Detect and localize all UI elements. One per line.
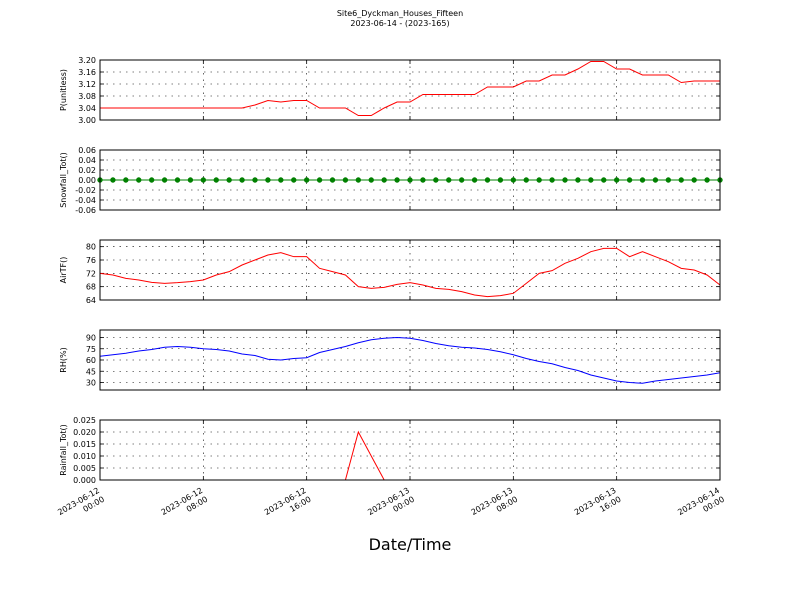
data-point [510,177,517,183]
data-point [433,177,439,183]
data-point [394,177,400,183]
data-point [549,177,555,183]
y-tick-label: 0.015 [73,440,96,449]
data-point [613,177,620,183]
x-axis-label: Date/Time [369,535,452,554]
y-axis-label: P(unitless) [59,69,68,111]
data-point [523,177,529,183]
y-tick-label: 3.12 [78,80,96,89]
y-axis-label: RH(%) [59,347,68,372]
plot-frame [99,59,721,121]
data-point [123,177,129,183]
y-tick-label: 0.000 [73,476,96,485]
data-point [458,177,465,183]
data-point [639,177,646,183]
data-point [691,177,697,183]
plot-frame [99,239,721,301]
data-point [239,177,245,183]
data-line [99,336,721,384]
data-point [136,177,142,183]
y-tick-label: 76 [86,256,96,265]
data-point [265,177,271,183]
plot-frame [99,419,721,481]
data-point [471,177,478,183]
y-tick-label: 75 [86,345,96,354]
data-point [187,177,194,183]
y-tick-label: 0.010 [73,452,96,461]
y-tick-label: 3.20 [78,56,96,65]
data-point [252,177,258,183]
data-point [407,177,413,183]
data-point [381,177,387,183]
data-point [200,177,207,183]
data-point [601,177,607,183]
data-point [420,177,426,183]
y-tick-label: 3.04 [78,104,96,113]
y-tick-label: 3.00 [78,116,96,125]
data-point [588,177,594,183]
data-point [342,177,349,183]
data-point [704,177,710,183]
data-point [329,177,336,183]
y-tick-label: -0.02 [75,186,96,195]
y-tick-label: 0.02 [78,166,96,175]
y-tick-label: 3.08 [78,92,96,101]
data-point [446,177,452,183]
data-point [626,177,633,183]
y-tick-label: 30 [86,379,96,388]
data-line [100,61,720,116]
y-axis-label: Snowfall_Tot() [59,152,68,208]
data-point [652,177,659,183]
plot-frame [99,329,721,391]
y-tick-label: 0.04 [78,156,96,165]
y-tick-label: 72 [86,269,96,278]
chart-subtitle: 2023-06-14 - (2023-165) [350,19,449,28]
data-point [174,177,181,183]
y-tick-label: 0.00 [78,176,96,185]
y-tick-label: 60 [86,356,96,365]
y-tick-label: 64 [86,296,96,305]
data-point [678,177,684,183]
chart-title: Site6_Dyckman_Houses_Fifteen [337,9,463,18]
y-tick-label: 0.025 [73,416,96,425]
data-point [665,177,672,183]
data-point [562,177,568,183]
y-tick-label: 68 [86,283,96,292]
data-point [213,177,219,183]
plot-frame [99,149,721,211]
data-point [303,177,310,183]
data-point [226,177,232,183]
y-tick-label: 80 [86,243,96,252]
data-point [484,177,491,183]
data-point [368,177,374,183]
y-axis-label: Rainfall_Tot() [59,424,68,476]
data-point [497,177,504,183]
y-tick-label: 0.005 [73,464,96,473]
data-point [278,177,284,183]
y-tick-label: -0.06 [75,206,96,215]
data-point [148,177,155,183]
y-tick-label: 45 [86,367,96,376]
y-tick-label: 0.06 [78,146,96,155]
data-point [316,177,323,183]
data-line [99,247,721,298]
data-point [575,177,581,183]
y-axis-label: AirTF() [59,257,68,284]
y-tick-label: 3.16 [78,68,96,77]
data-point [161,177,168,183]
y-tick-label: 0.020 [73,428,96,437]
data-point [355,177,362,183]
y-tick-label: -0.04 [75,196,96,205]
y-tick-label: 90 [86,334,96,343]
data-point [110,177,116,183]
data-point [291,177,297,183]
data-point [536,177,542,183]
